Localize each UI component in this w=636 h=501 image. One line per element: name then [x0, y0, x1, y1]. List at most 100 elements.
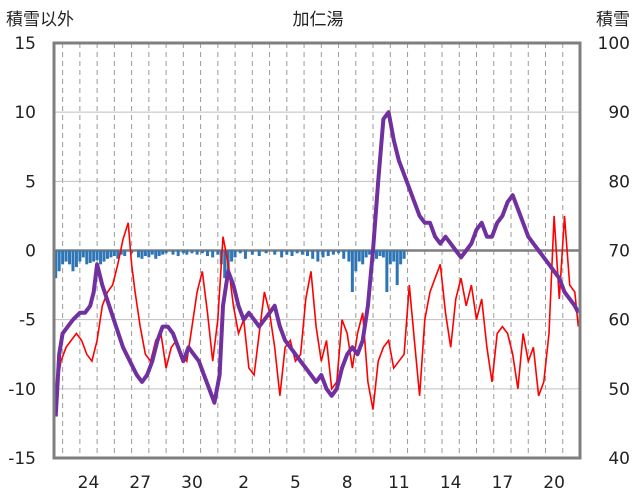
snowfall-bar [392, 250, 396, 262]
snowfall-bar [185, 250, 189, 255]
snowfall-bar [61, 250, 65, 265]
snowfall-bar [238, 250, 242, 254]
snowfall-bar [195, 250, 199, 255]
snowfall-bar [137, 250, 141, 258]
snowfall-bar [300, 250, 304, 255]
snowfall-bar [381, 250, 385, 258]
snowfall-bar [88, 250, 92, 263]
snowfall-bar [230, 250, 234, 262]
x-tick-label: 14 [440, 473, 462, 493]
snowfall-bar [164, 250, 168, 254]
left-tick-label: 15 [14, 34, 36, 54]
x-axis-ticks: 24 27 30 2 5 8 11 14 17 20 [78, 473, 565, 493]
snowfall-bar [273, 250, 277, 255]
x-tick-label: 24 [78, 473, 100, 493]
snowfall-bar [99, 250, 103, 265]
snowfall-bar [306, 250, 310, 257]
right-axis-title: 積雪 [596, 10, 630, 30]
right-tick-label: 80 [608, 172, 630, 192]
x-tick-label: 27 [129, 473, 151, 493]
snowfall-bar [388, 250, 392, 265]
snowfall-bar [150, 250, 154, 255]
x-tick-label: 5 [290, 473, 301, 493]
snowfall-bar [112, 250, 116, 257]
snowfall-bar [347, 250, 351, 262]
right-tick-label: 90 [608, 103, 630, 123]
snowfall-bar [342, 250, 346, 259]
right-tick-label: 70 [608, 242, 630, 262]
horizontal-gridlines [54, 111, 580, 390]
snowfall-bar [143, 250, 147, 257]
snowfall-bar [385, 250, 389, 292]
snowfall-bar [295, 250, 299, 254]
snowfall-bar [140, 250, 144, 259]
right-axis-ticks: 100 90 80 70 60 50 40 [598, 34, 630, 469]
left-tick-label: -10 [8, 380, 36, 400]
snowfall-bar [78, 250, 82, 262]
snowfall-bar [243, 250, 247, 259]
x-tick-label: 20 [543, 473, 565, 493]
left-axis-title: 積雪以外 [6, 10, 74, 30]
x-tick-label: 30 [181, 473, 203, 493]
snowfall-bar [68, 250, 72, 265]
left-tick-label: 0 [25, 242, 36, 262]
snowfall-bar [395, 250, 399, 286]
x-tick-label: 8 [342, 473, 353, 493]
plot-frame [52, 41, 582, 460]
snowfall-bar [250, 250, 254, 255]
snowfall-bar [171, 250, 175, 255]
x-tick-label: 11 [388, 473, 410, 493]
snowfall-bar [368, 250, 372, 255]
snowfall-bars [54, 250, 406, 292]
left-tick-label: -5 [19, 311, 36, 331]
snowfall-bar [54, 250, 58, 279]
snowfall-bar [337, 250, 341, 254]
right-tick-label: 40 [608, 449, 630, 469]
snowfall-bar [311, 250, 315, 259]
snowfall-bar [123, 250, 127, 257]
snowfall-bar [181, 250, 185, 254]
snowfall-bar [321, 250, 325, 258]
snowfall-bar [74, 250, 78, 268]
snowfall-bar [264, 250, 268, 254]
snowfall-bar [176, 250, 180, 257]
snowfall-bar [205, 250, 209, 257]
snowfall-bar [119, 250, 123, 255]
snowfall-bar [357, 250, 361, 262]
snowfall-bar [81, 250, 85, 258]
snowfall-bar [71, 250, 75, 272]
snowfall-bar [211, 250, 215, 258]
left-tick-label: -15 [8, 449, 36, 469]
snowfall-bar [331, 250, 335, 255]
snowfall-bar [350, 250, 354, 292]
snowfall-bar [109, 250, 113, 258]
right-tick-label: 50 [608, 380, 630, 400]
snowfall-bar [285, 250, 289, 255]
snowfall-bar [102, 250, 106, 262]
snow-depth-line [53, 110, 581, 417]
snowfall-bar [147, 250, 151, 258]
snowfall-bar [223, 250, 227, 279]
snowfall-bar [190, 250, 194, 254]
snowfall-bar [364, 250, 368, 258]
snowfall-bar [316, 250, 320, 262]
snowfall-bar [233, 250, 237, 258]
snowfall-bar [64, 250, 68, 262]
snowfall-bar [378, 250, 382, 257]
left-tick-label: 5 [25, 172, 36, 192]
snowfall-bar [200, 250, 204, 254]
snowfall-bar [374, 250, 378, 259]
snowfall-bar [95, 250, 99, 261]
snowfall-bar [154, 250, 158, 259]
snowfall-bar [399, 250, 403, 265]
snowfall-bar [280, 250, 284, 258]
snowfall-bar [157, 250, 161, 257]
snowfall-bar [361, 250, 365, 265]
snowfall-bar [216, 250, 220, 255]
right-tick-label: 60 [608, 311, 630, 331]
snowfall-bar [161, 250, 165, 255]
x-tick-label: 17 [492, 473, 514, 493]
left-axis-ticks: 15 10 5 0 -5 -10 -15 [8, 34, 36, 469]
chart-title: 加仁湯 [293, 10, 344, 30]
